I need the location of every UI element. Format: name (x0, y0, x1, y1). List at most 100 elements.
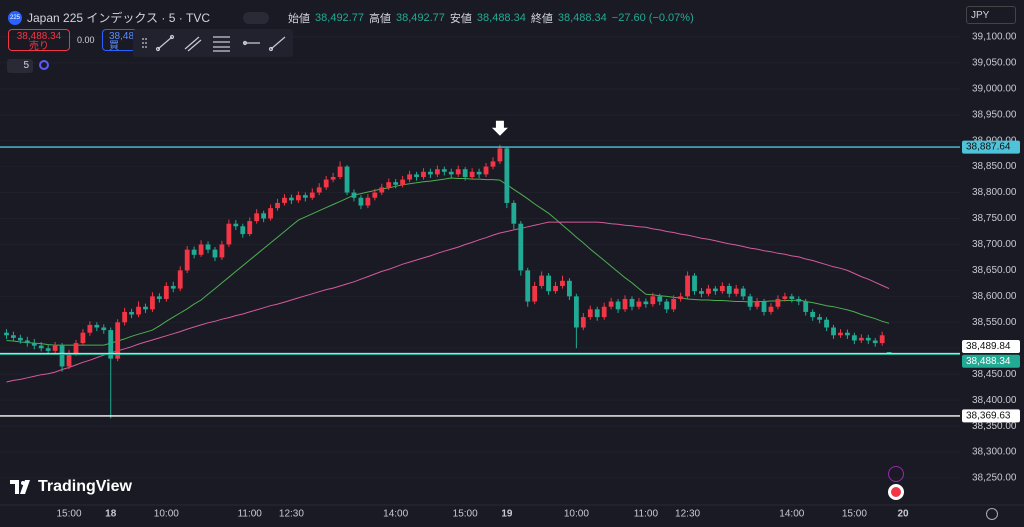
price-label-bg (962, 354, 1020, 368)
candle-body (851, 335, 857, 341)
candle-body (845, 332, 850, 336)
candle-body (386, 182, 392, 188)
y-tick-label: 39,050.00 (972, 57, 1017, 68)
candle-body (560, 280, 565, 286)
x-tick-label: 11:00 (634, 509, 659, 520)
open: 38,492.77 (315, 11, 364, 24)
y-tick-label: 39,000.00 (972, 83, 1017, 94)
logo-text: TradingView (38, 478, 132, 495)
candle-body (407, 174, 412, 180)
high-label: 高値 (368, 12, 391, 25)
candle-body (789, 296, 795, 299)
x-tick-label: 15:00 (57, 509, 82, 520)
candle-body (150, 296, 155, 310)
logo-mark (10, 480, 30, 494)
candle-body (490, 161, 496, 167)
candle-body (768, 306, 774, 312)
candle-body (372, 192, 378, 198)
candle-body (455, 169, 461, 175)
candle-body (115, 322, 121, 359)
candle-body (796, 298, 802, 302)
status-dots[interactable] (243, 11, 270, 24)
sell-button[interactable]: 38,488.34 売り (8, 29, 70, 52)
high: 38,492.77 (395, 11, 445, 24)
candle-body (87, 324, 93, 333)
candle-body (733, 288, 739, 294)
moving-average-line (6, 177, 890, 346)
candle-body (775, 298, 781, 307)
candle-body (831, 327, 836, 336)
candle-body (782, 296, 788, 299)
candle-body (476, 171, 482, 175)
candle-body (462, 169, 468, 177)
price-label: 38,369.63 (966, 411, 1011, 422)
candle-body (233, 223, 239, 227)
candle-body (608, 301, 614, 307)
logo: TradingView (10, 478, 132, 496)
candle-body (156, 296, 162, 299)
close: 38,488.34 (557, 11, 607, 24)
open-label: 始値 (288, 12, 311, 25)
candle-body (17, 337, 23, 341)
y-tick-label: 38,650.00 (972, 265, 1017, 276)
candle-body (504, 148, 510, 203)
symbol: Japan 225 インデックス · 5 · TVC (27, 11, 211, 25)
candle-body (302, 195, 308, 198)
candle-body (858, 337, 864, 341)
candle-body (539, 275, 545, 286)
candle-body (580, 317, 586, 328)
candle-body (295, 195, 301, 201)
currency[interactable]: JPY (966, 6, 1016, 24)
candle-body (247, 221, 253, 235)
candle-body (108, 330, 114, 359)
candle-body (573, 296, 579, 328)
candle-body (38, 345, 44, 349)
candle-body (587, 309, 593, 318)
candle-body (740, 288, 746, 297)
y-tick-label: 38,950.00 (972, 109, 1017, 120)
price-label-bg (962, 409, 1020, 423)
candle-body (747, 296, 753, 307)
interval[interactable]: 5 (7, 59, 33, 73)
candle-body (337, 166, 343, 177)
candle-body (636, 301, 642, 307)
change: −27.60 (−0.07%) (611, 11, 694, 24)
candle-body (254, 213, 260, 222)
candle-body (177, 270, 183, 289)
candle-body (330, 176, 336, 180)
candle-body (643, 301, 649, 305)
y-tick-label: 38,800.00 (972, 187, 1017, 198)
x-tick-label: 11:00 (238, 509, 263, 520)
y-tick-label: 38,600.00 (972, 291, 1017, 302)
candle-body (448, 171, 454, 175)
indicator-icon[interactable] (39, 60, 49, 70)
y-tick-label: 38,750.00 (972, 213, 1017, 224)
candle-body (754, 301, 760, 307)
event-icon[interactable] (888, 466, 904, 482)
candle-body (872, 340, 878, 344)
candle-body (261, 213, 267, 219)
candle-body (351, 192, 357, 198)
candle-body (289, 197, 294, 201)
x-tick-label: 12:30 (279, 509, 304, 520)
event-icon[interactable] (888, 484, 904, 500)
settings[interactable] (986, 508, 998, 520)
x-tick-label: 12:30 (675, 509, 700, 520)
candle-body (428, 171, 433, 175)
close-label: 終値 (530, 12, 553, 25)
x-tick-label: 14:00 (779, 509, 804, 520)
x-tick-label: 20 (897, 509, 909, 520)
candle-body (692, 275, 697, 292)
y-tick-label: 38,700.00 (972, 239, 1017, 250)
candle-body (170, 285, 176, 289)
y-tick-label: 38,400.00 (972, 395, 1017, 406)
candle-body (400, 179, 406, 185)
price-label: 38,489.84 (966, 341, 1011, 352)
candle-body (163, 285, 169, 299)
x-tick-label: 10:00 (564, 509, 589, 520)
candle-body (699, 291, 704, 294)
symbol-row: 225 Japan 225 インデックス · 5 · TVC 始値 38,492.… (8, 9, 694, 26)
candle-body (393, 182, 399, 185)
